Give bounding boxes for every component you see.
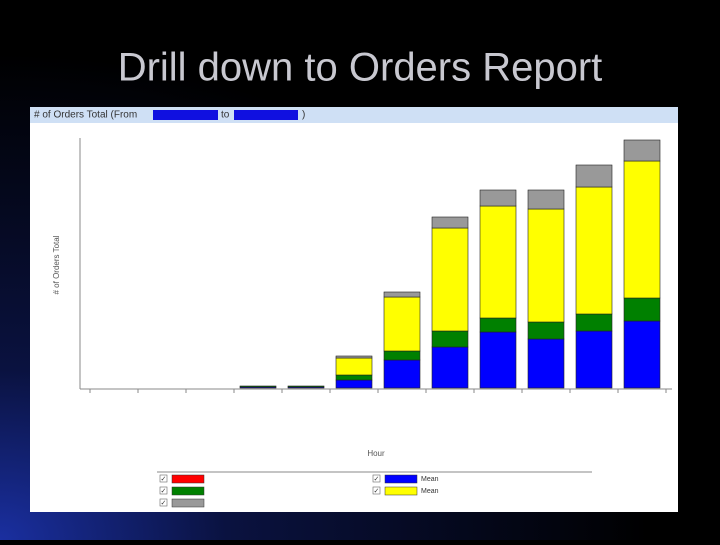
bar-segment [527,321,565,340]
bar-segment [383,359,421,389]
legend-swatch [171,474,205,484]
bar-segment [239,385,277,388]
bar-segment [575,330,613,389]
bar-segment [575,164,613,188]
legend-check: ✓ [161,500,167,507]
redaction [153,110,218,120]
chart-window [30,107,678,512]
legend-swatch [171,498,205,508]
legend-label: Mean [421,488,439,495]
legend-swatch [384,474,418,484]
legend-swatch [171,486,205,496]
bar-segment [335,357,373,376]
legend-checkbox [372,486,381,495]
bar-segment [383,291,421,298]
bar-segment [623,160,661,299]
bar-segment [335,374,373,381]
legend-check: ✓ [161,488,167,495]
bar-segment [623,297,661,322]
bar-segment [479,205,517,319]
y-axis-label: # of Orders Total [52,235,61,294]
chart-title-middle: to [221,110,230,121]
bar-segment [575,186,613,315]
bar-segment [527,189,565,210]
legend-checkbox [159,474,168,483]
bar-segment [431,346,469,389]
bar-segment [431,216,469,229]
redaction [234,110,298,120]
bar-segment [527,208,565,323]
legend-check: ✓ [161,476,167,483]
chart-title-start: # of Orders Total (From [34,110,137,121]
bar-segment [431,330,469,348]
legend-checkbox [159,486,168,495]
x-axis-label: Hour [367,449,385,458]
bar-segment [383,296,421,352]
bar-segment [479,189,517,207]
bar-segment [431,227,469,332]
bar-segment [335,379,373,389]
bar-segment [287,385,325,388]
legend-checkbox [372,474,381,483]
bar-segment [383,350,421,361]
bar-segment [479,331,517,389]
bar-segment [623,139,661,162]
bar-segment [335,355,373,359]
bar-segment [575,313,613,332]
bar-segment [623,320,661,389]
slide-title: Drill down to Orders Report [118,46,603,90]
bar-segment [527,338,565,389]
legend-label: Mean [421,476,439,483]
legend-swatch [384,486,418,496]
legend-checkbox [159,498,168,507]
bar-segment [479,317,517,333]
chart-title-end: ) [302,110,305,121]
legend-check: ✓ [374,488,380,495]
legend-check: ✓ [374,476,380,483]
